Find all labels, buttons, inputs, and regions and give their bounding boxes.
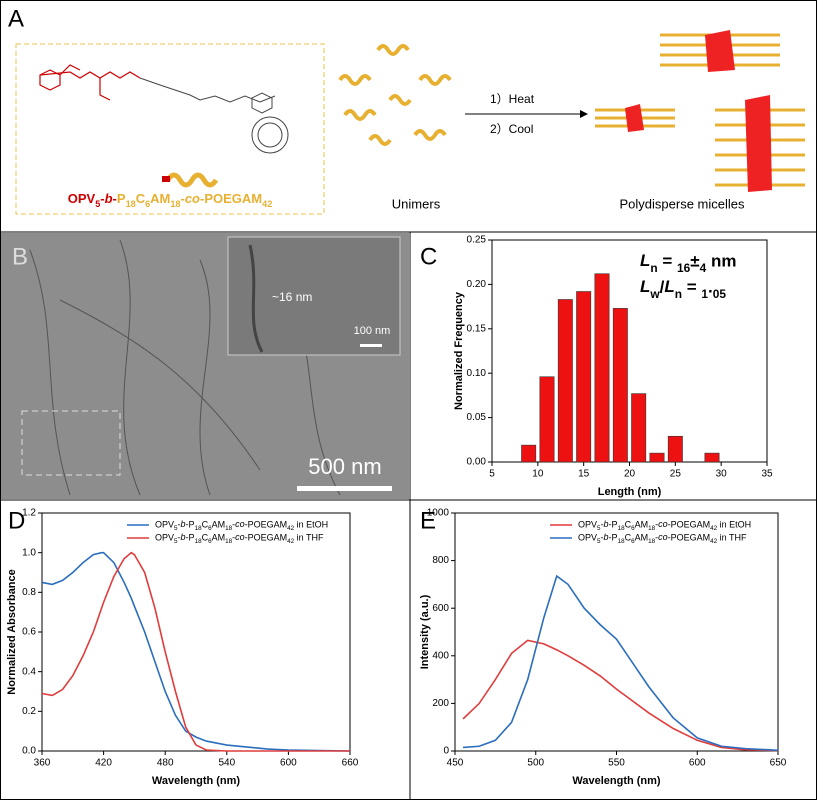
y-tick-label: 0 xyxy=(443,746,449,757)
y-axis-label: Intensity (a.u.) xyxy=(419,594,431,669)
unimer-icon xyxy=(162,176,170,182)
panel-letter: B xyxy=(12,243,28,270)
structure xyxy=(39,64,141,101)
line-series xyxy=(41,551,351,752)
line-series xyxy=(463,574,779,752)
panel-letter: A xyxy=(8,5,24,32)
plot-frame xyxy=(491,239,768,463)
x-tick-label: 35 xyxy=(761,469,773,480)
bar xyxy=(649,452,665,463)
bar xyxy=(594,273,610,463)
x-axis-label: Wavelength (nm) xyxy=(152,775,241,787)
y-tick-label: 0.00 xyxy=(467,457,487,468)
y-tick-label: 0.05 xyxy=(467,412,487,423)
x-tick-label: 5 xyxy=(489,469,495,480)
scale-bar xyxy=(360,344,382,347)
legend-label: OPV5-b-P18C6AM18-co-POEGAM42 in THF xyxy=(578,532,747,545)
y-tick-label: 0.4 xyxy=(22,666,36,677)
molecule-label: OPV5-b-P18C6AM18-co-POEGAM42 xyxy=(68,191,273,209)
micelles-label: Polydisperse micelles xyxy=(620,196,745,211)
x-tick-label: 550 xyxy=(608,758,625,769)
tem-fibers xyxy=(29,239,341,496)
x-tick-label: 15 xyxy=(578,469,590,480)
panel-letter: D xyxy=(8,507,25,534)
width-label: ~16 nm xyxy=(272,290,312,304)
x-tick-label: 650 xyxy=(770,758,787,769)
arrow-head xyxy=(580,110,588,118)
y-axis-label: Normalized Frequency xyxy=(453,291,465,410)
legend-label: OPV5-b-P18C6AM18-co-POEGAM42 in THF xyxy=(155,532,324,545)
bar xyxy=(576,291,592,463)
y-axis-label: Normalized Absorbance xyxy=(6,569,18,695)
x-axis-label: Length (nm) xyxy=(598,486,662,498)
scale-bar xyxy=(297,486,392,491)
unimers xyxy=(338,44,452,146)
unimer-icon xyxy=(165,172,219,188)
tem-inset xyxy=(227,236,401,356)
tem-fibers xyxy=(248,244,264,353)
y-tick-label: 600 xyxy=(432,603,449,614)
y-tick-label: 0.20 xyxy=(467,279,487,290)
y-tick-label: 1.0 xyxy=(22,547,36,558)
line-series xyxy=(462,639,779,752)
x-tick-label: 450 xyxy=(447,758,464,769)
y-tick-label: 800 xyxy=(432,555,449,566)
y-tick-label: 0.25 xyxy=(467,235,487,246)
step-label: 1）Heat xyxy=(490,92,535,106)
x-tick-label: 420 xyxy=(95,758,112,769)
panel-letter: E xyxy=(420,507,436,534)
plot-frame xyxy=(454,512,779,752)
legend-label: OPV5-b-P18C6AM18-co-POEGAM42 in EtOH xyxy=(155,519,328,532)
x-tick-label: 360 xyxy=(34,758,51,769)
plot-frame xyxy=(41,512,351,752)
y-tick-label: 1000 xyxy=(427,508,450,519)
x-tick-label: 480 xyxy=(157,758,174,769)
y-tick-label: 0.10 xyxy=(467,368,487,379)
annotation: Lw/Ln = 1.05 xyxy=(640,277,726,301)
annotation: Ln = 16±4 nm xyxy=(640,251,736,275)
bar xyxy=(667,435,683,463)
panel-letter: C xyxy=(420,243,437,270)
molecule-box xyxy=(15,43,325,215)
y-tick-label: 0.6 xyxy=(22,627,36,638)
bar xyxy=(557,299,573,463)
zoom-box xyxy=(21,410,121,476)
unimers-label: Unimers xyxy=(392,196,441,211)
bar xyxy=(631,393,647,463)
y-tick-label: 0.0 xyxy=(22,746,36,757)
y-tick-label: 0.15 xyxy=(467,323,487,334)
x-tick-label: 600 xyxy=(280,758,297,769)
x-tick-label: 10 xyxy=(532,469,544,480)
y-tick-label: 200 xyxy=(432,698,449,709)
x-tick-label: 20 xyxy=(624,469,636,480)
y-tick-label: 1.2 xyxy=(22,508,36,519)
y-tick-label: 400 xyxy=(432,650,449,661)
bar xyxy=(612,308,628,463)
x-tick-label: 30 xyxy=(716,469,728,480)
bar xyxy=(521,444,537,463)
x-tick-label: 600 xyxy=(689,758,706,769)
scale-label: 500 nm xyxy=(308,454,381,479)
x-tick-label: 540 xyxy=(218,758,235,769)
scale-label: 100 nm xyxy=(354,325,391,337)
bar xyxy=(539,376,555,463)
step-label: 2）Cool xyxy=(490,122,533,136)
micelles xyxy=(595,30,805,192)
x-tick-label: 500 xyxy=(527,758,544,769)
structure xyxy=(139,77,289,154)
line-series xyxy=(41,551,350,752)
bar xyxy=(704,452,720,463)
y-tick-label: 0.8 xyxy=(22,587,36,598)
x-tick-label: 25 xyxy=(670,469,682,480)
x-axis-label: Wavelength (nm) xyxy=(572,775,661,787)
y-tick-label: 0.2 xyxy=(22,706,36,717)
legend-label: OPV5-b-P18C6AM18-co-POEGAM42 in EtOH xyxy=(578,519,751,532)
x-tick-label: 660 xyxy=(342,758,359,769)
